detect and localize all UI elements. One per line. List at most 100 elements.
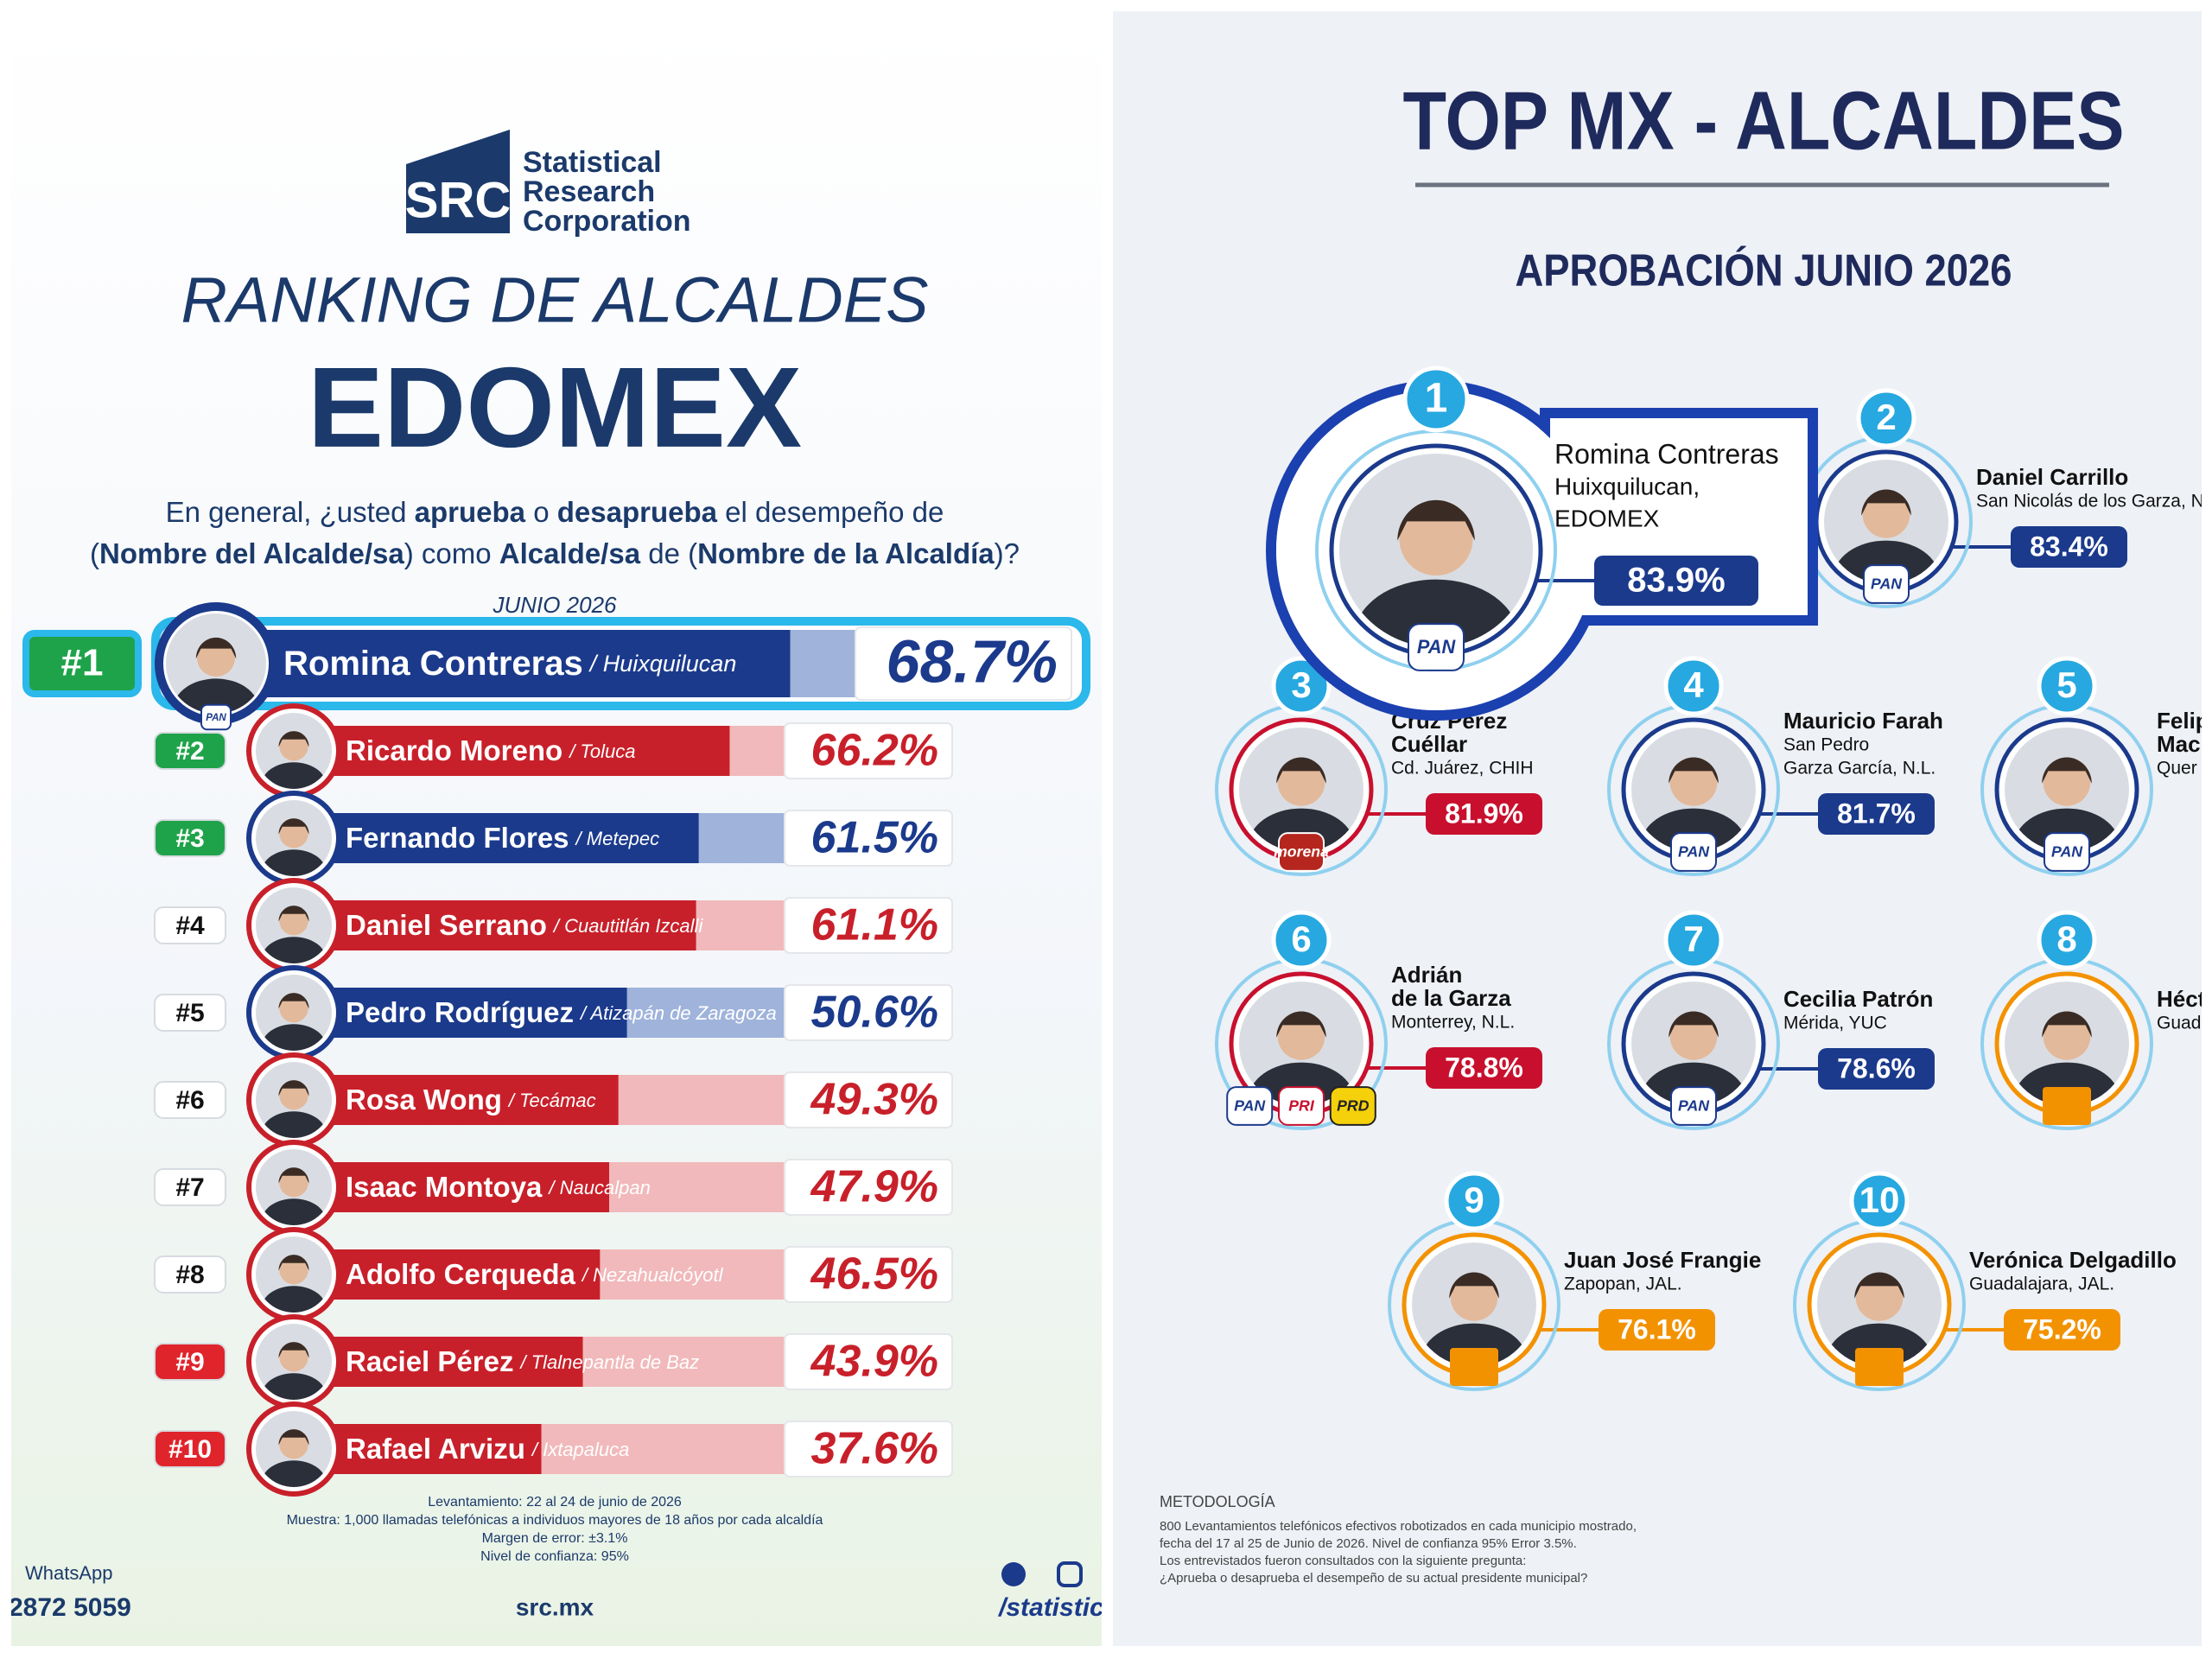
facebook-icon — [1001, 1562, 1026, 1586]
photo — [261, 1080, 327, 1138]
photo-hair — [278, 993, 309, 1009]
rank-circle — [1663, 656, 1724, 716]
rank-badge — [154, 906, 226, 944]
photo-body — [261, 1460, 327, 1487]
rank-circle — [2037, 656, 2097, 716]
name: Ricardo Moreno — [346, 734, 563, 766]
photo-hair — [1276, 1011, 1326, 1038]
photo-hair — [278, 731, 309, 747]
name: Pedro Rodríguez — [346, 996, 574, 1028]
logo-abbr: SRC — [405, 172, 511, 228]
percent-box — [784, 897, 953, 954]
photo — [261, 1255, 327, 1313]
party-logo — [1408, 623, 1465, 671]
rank-circle — [1402, 365, 1470, 433]
photo-body — [261, 1286, 327, 1313]
party-logo — [1226, 1086, 1274, 1126]
rank-number: 1 — [1425, 376, 1448, 422]
ranking-title: RANKING DE ALCALDES — [181, 264, 929, 336]
party-logo — [2043, 1087, 2091, 1125]
mayor-card: PAN 1 Romina Contreras Huixquilucan, EDOMEX 8… — [1266, 365, 1818, 721]
approval-label: 83.9% — [1627, 562, 1725, 600]
rank-badge — [154, 1168, 226, 1206]
ranking-row: 49.3% Rosa Wong / Tecámac #6 — [154, 1052, 953, 1147]
rank-label: #10 — [168, 1435, 212, 1464]
logo-name: Statistical — [523, 146, 662, 179]
party-logo — [2044, 832, 2090, 872]
mayor-text: Huixquilucan, — [1554, 473, 1700, 499]
percent-box — [784, 1333, 953, 1390]
percent-box — [784, 1246, 953, 1303]
rank-badge — [154, 732, 226, 770]
whatsapp-number: 2872 5059 — [9, 1593, 131, 1622]
bar-fill — [294, 1249, 601, 1300]
rank-badge — [154, 1430, 226, 1468]
mayor-text: Monterrey, N.L. — [1391, 1013, 1515, 1033]
mayor-name: Isaac Montoya / Naucalpan — [346, 1171, 651, 1203]
name: Rosa Wong — [346, 1084, 502, 1116]
question-line: (Nombre del Alcalde/sa) como Alcalde/sa … — [90, 537, 1020, 569]
mayor-text: Juan José Frangie — [1564, 1247, 1761, 1273]
mayor-name: Rosa Wong / Tecámac — [346, 1084, 596, 1116]
city: / Ixtapaluca — [531, 1439, 630, 1460]
percent-box — [784, 1071, 953, 1128]
footer-line: Muestra: 1,000 llamadas telefónicas a in… — [287, 1513, 823, 1528]
ranking-row: 46.5% Adolfo Cerqueda / Nezahualcóyotl #8 — [154, 1227, 953, 1322]
rank-circle — [1663, 910, 1724, 970]
rank-badge — [154, 994, 226, 1032]
question-line: En general, ¿usted aprueba o desaprueba … — [166, 496, 944, 528]
mayor-text: Mac — [2157, 731, 2201, 757]
photo-hair — [278, 1429, 309, 1446]
question-segment: desaprueba — [557, 496, 718, 528]
percent-label: 37.6% — [811, 1424, 938, 1474]
mayor-text: Garza García, N.L. — [1783, 759, 1936, 779]
approval-label: 81.9% — [1445, 798, 1523, 829]
party-name: PAN — [2051, 843, 2083, 861]
approval-box — [1426, 1047, 1542, 1089]
city: / Cuautitlán Izcalli — [552, 915, 704, 937]
photo — [261, 1429, 327, 1487]
mayor-text: Héct — [2157, 986, 2206, 1012]
methodology-line: 800 Levantamientos telefónicos efectivos… — [1160, 1519, 1637, 1534]
approval-box — [1594, 556, 1758, 606]
mayor-text: Zapopan, JAL. — [1564, 1274, 1682, 1294]
mayor-name: Daniel Serrano / Cuautitlán Izcalli — [346, 909, 703, 941]
photo — [261, 818, 327, 876]
question-segment: Alcalde/sa — [499, 537, 641, 569]
photo-hair — [1449, 1272, 1499, 1299]
party-logo — [1329, 1086, 1376, 1126]
rank-circle — [1271, 910, 1332, 970]
approval-label: 81.7% — [1837, 798, 1916, 829]
percent-label: 61.5% — [811, 813, 938, 863]
ranking-row: 37.6% Rafael Arvizu / Ixtapaluca #10 — [154, 1402, 953, 1497]
mayor-name: Rafael Arvizu / Ixtapaluca — [346, 1433, 629, 1465]
mayor-card: PAN 7 Cecilia Patrón Mérida, YUC 78.6% — [1607, 910, 1935, 1130]
percent-box — [855, 626, 1072, 701]
mayor-name: Romina Contreras / Huixquilucan — [283, 645, 736, 683]
photo-hair — [278, 1080, 309, 1096]
percent-label: 46.5% — [810, 1249, 938, 1300]
mayor-text: Felip — [2157, 708, 2209, 734]
mayor-text: Adrián — [1391, 962, 1462, 988]
mayor-text: San Pedro — [1783, 735, 1869, 755]
rank-number: 2 — [1876, 397, 1896, 437]
party-name: morena — [1274, 843, 1329, 861]
approval-label: 83.4% — [2030, 531, 2108, 562]
approval-box — [1426, 793, 1542, 835]
party-name: PAN — [1234, 1097, 1266, 1115]
approval-box — [1818, 1048, 1935, 1090]
percent-box — [784, 1421, 953, 1478]
website: src.mx — [516, 1593, 594, 1620]
methodology-heading: METODOLOGÍA — [1160, 1493, 1275, 1510]
bar-fill — [294, 988, 627, 1038]
right-title: TOP MX - ALCALDES — [1403, 74, 2125, 167]
instagram-icon — [1057, 1561, 1083, 1587]
bar-fill — [294, 1337, 583, 1387]
percent-label: 47.9% — [810, 1162, 938, 1212]
rank-circle — [1271, 656, 1332, 716]
rank-badge — [22, 630, 142, 697]
